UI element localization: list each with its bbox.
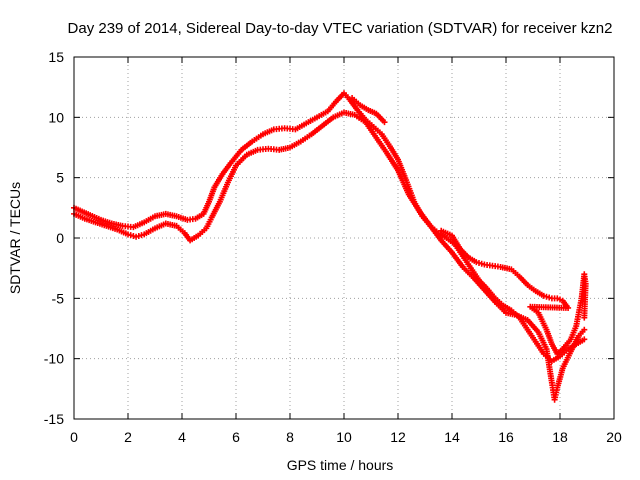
axis-ticks (73, 56, 615, 420)
x-tick-label: 10 (336, 429, 352, 445)
y-tick-label: 0 (56, 230, 64, 246)
chart-title: Day 239 of 2014, Sidereal Day-to-day VTE… (68, 20, 613, 37)
y-tick-label: -5 (52, 290, 65, 306)
x-tick-label: 20 (606, 429, 622, 445)
x-tick-label: 4 (178, 429, 186, 445)
data-point (381, 119, 388, 126)
y-tick-label: 15 (48, 49, 64, 65)
x-tick-label: 8 (286, 429, 294, 445)
x-tick-label: 14 (444, 429, 460, 445)
data-points (71, 90, 589, 403)
y-tick-label: -15 (44, 411, 64, 427)
y-axis-label: SDTVAR / TECUs (7, 182, 23, 294)
x-tick-label: 6 (232, 429, 240, 445)
data-point (581, 336, 588, 343)
y-tick-label: -10 (44, 351, 64, 367)
x-tick-labels: 0 2 4 6 8 10 12 14 16 18 20 (70, 429, 622, 445)
x-tick-label: 18 (552, 429, 568, 445)
x-tick-label: 12 (390, 429, 406, 445)
data-point (581, 326, 588, 333)
y-tick-label: 10 (48, 109, 64, 125)
x-tick-label: 16 (498, 429, 514, 445)
x-tick-label: 2 (124, 429, 132, 445)
y-tick-labels: -15 -10 -5 0 5 10 15 (44, 49, 64, 427)
x-axis-label: GPS time / hours (287, 457, 394, 473)
y-tick-label: 5 (56, 170, 64, 186)
data-point (581, 314, 588, 321)
x-tick-label: 0 (70, 429, 78, 445)
